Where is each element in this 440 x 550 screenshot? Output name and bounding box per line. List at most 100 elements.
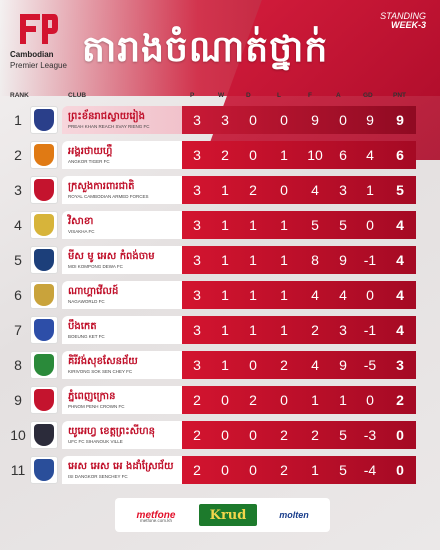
row-rank: 6 <box>14 287 22 303</box>
table-row: 9 ភ្នំពេញក្រោន PHNOM PENH CROWN FC 2 0 2 0 1 1 0 2 <box>0 384 440 416</box>
club-name-cell: ក្រសួងការពារជាតិ ROYAL CAMBODIAN ARMED FO… <box>62 176 182 204</box>
club-crest-icon <box>30 351 58 379</box>
stat-p: 3 <box>193 182 201 198</box>
sponsor-molten-logo: molten <box>279 510 309 520</box>
logo-text-line1: Cambodian <box>10 50 54 59</box>
stat-a: 6 <box>339 147 347 163</box>
stat-f: 4 <box>311 357 319 373</box>
club-name-english: KIRIVONG SOK SEN CHEY FC <box>68 369 133 374</box>
col-l: L <box>277 92 281 99</box>
club-name-khmer: មីស មូ អេស កំពង់ចាម <box>68 251 155 262</box>
stat-pnt: 2 <box>396 392 404 408</box>
stat-w: 1 <box>221 357 229 373</box>
club-crest-icon <box>30 176 58 204</box>
stat-l: 1 <box>280 287 288 303</box>
row-rank: 5 <box>14 252 22 268</box>
col-pnt: PNT <box>393 92 406 99</box>
table-row: 5 មីស មូ អេស កំពង់ចាម MOI KOMPONG DEWA FC 3… <box>0 244 440 276</box>
club-name-cell: ណាហ្គាវើលដ៍ NAGAWORLD FC <box>62 281 182 309</box>
club-crest-shape <box>34 284 54 306</box>
standing-week-label: STANDING WEEK-3 <box>380 11 426 31</box>
stat-gd: -1 <box>363 322 377 338</box>
stat-pnt: 9 <box>396 112 404 128</box>
stat-d: 1 <box>249 287 257 303</box>
stat-l: 0 <box>280 112 288 128</box>
club-name-cell: ភ្នំពេញក្រោន PHNOM PENH CROWN FC <box>62 386 182 414</box>
stat-gd: 0 <box>366 287 374 303</box>
row-rank: 7 <box>14 322 22 338</box>
club-crest-shape <box>34 354 54 376</box>
stat-p: 2 <box>193 462 201 478</box>
stat-f: 8 <box>311 252 319 268</box>
club-name-khmer: ព្រះខ័នរាជស្វាយរៀង <box>68 111 146 122</box>
club-name-khmer: ភ្នំពេញក្រោន <box>68 391 116 402</box>
club-crest-icon <box>30 246 58 274</box>
stat-f: 9 <box>311 112 319 128</box>
stat-a: 9 <box>339 252 347 268</box>
stat-w: 1 <box>221 182 229 198</box>
col-w: W <box>218 92 225 99</box>
club-crest-shape <box>34 249 54 271</box>
stat-w: 0 <box>221 427 229 443</box>
stat-pnt: 0 <box>396 462 404 478</box>
club-crest-icon <box>30 211 58 239</box>
stat-a: 5 <box>339 462 347 478</box>
stat-pnt: 4 <box>396 287 404 303</box>
stat-pnt: 4 <box>396 252 404 268</box>
stat-w: 0 <box>221 462 229 478</box>
stat-a: 9 <box>339 357 347 373</box>
col-a: A <box>336 92 341 99</box>
stat-gd: -1 <box>363 252 377 268</box>
stat-l: 0 <box>280 182 288 198</box>
table-row: 11 អេស អេស អេ ងដាំស្រែជ័យ ISI DANGKOR SENC… <box>0 454 440 486</box>
club-crest-icon <box>30 421 58 449</box>
stat-w: 3 <box>221 112 229 128</box>
club-crest-icon <box>30 456 58 484</box>
club-crest-shape <box>34 144 54 166</box>
club-name-khmer: បឹងកេត <box>68 321 97 332</box>
club-crest-icon <box>30 106 58 134</box>
club-crest-shape <box>34 389 54 411</box>
stat-p: 2 <box>193 392 201 408</box>
sponsor-metfone-sub: metfone.com.kh <box>139 518 172 523</box>
stat-gd: 0 <box>366 392 374 408</box>
stat-l: 1 <box>280 322 288 338</box>
sponsor-krud: Krud <box>199 504 257 526</box>
table-row: 6 ណាហ្គាវើលដ៍ NAGAWORLD FC 3 1 1 1 4 4 0 4 <box>0 279 440 311</box>
club-crest-icon <box>30 281 58 309</box>
stat-a: 5 <box>339 217 347 233</box>
club-name-english: MOI KOMPONG DEWA FC <box>68 264 123 269</box>
club-name-cell: វិសាខា VISAKHA FC <box>62 211 182 239</box>
club-name-english: ROYAL CAMBODIAN ARMED FORCES <box>68 194 149 199</box>
stat-d: 1 <box>249 322 257 338</box>
stat-gd: 4 <box>366 147 374 163</box>
table-row: 3 ក្រសួងការពារជាតិ ROYAL CAMBODIAN ARMED F… <box>0 174 440 206</box>
sponsor-molten: molten <box>265 504 323 526</box>
stat-l: 2 <box>280 427 288 443</box>
stat-gd: 0 <box>366 217 374 233</box>
club-name-cell: ព្រះខ័នរាជស្វាយរៀង PREAH KHAN REACH SVAY … <box>62 106 182 134</box>
stats-cell: 2 0 0 2 1 5 -4 0 <box>182 456 416 484</box>
page-title: តារាងចំណាត់ថ្នាក់ <box>82 29 329 70</box>
stat-f: 4 <box>311 287 319 303</box>
col-rank: RANK <box>10 92 29 99</box>
stat-l: 2 <box>280 462 288 478</box>
stat-d: 0 <box>249 427 257 443</box>
stat-p: 3 <box>193 357 201 373</box>
logo-text-line2: Premier League <box>10 61 67 70</box>
stat-pnt: 6 <box>396 147 404 163</box>
stat-f: 2 <box>311 427 319 443</box>
sponsor-metfone: metfone metfone.com.kh <box>123 504 189 526</box>
stat-d: 2 <box>249 182 257 198</box>
club-name-english: ISI DANGKOR SENCHEY FC <box>68 474 128 479</box>
stat-w: 2 <box>221 147 229 163</box>
stat-w: 1 <box>221 287 229 303</box>
table-row: 2 អង្គរថាយហ្គឺ ANGKOR TIGER FC 3 2 0 1 10 6 4 6 <box>0 139 440 171</box>
stats-cell: 3 1 1 1 5 5 0 4 <box>182 211 416 239</box>
club-name-khmer: វិសាខា <box>68 216 94 227</box>
club-name-cell: មីស មូ អេស កំពង់ចាម MOI KOMPONG DEWA FC <box>62 246 182 274</box>
club-crest-shape <box>34 179 54 201</box>
stat-a: 1 <box>339 392 347 408</box>
stat-w: 1 <box>221 322 229 338</box>
stat-l: 1 <box>280 252 288 268</box>
